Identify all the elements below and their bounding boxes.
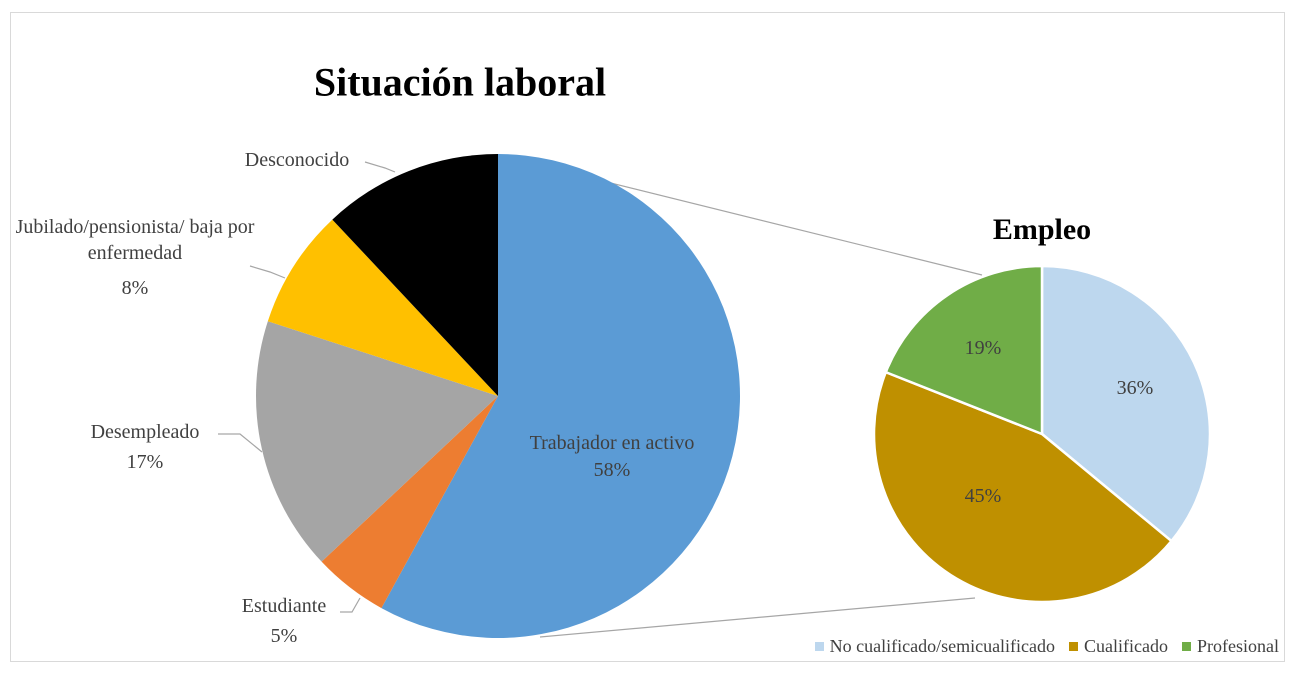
value-label: 8% [121, 277, 149, 299]
slice-label: Jubilado/pensionista/ baja por enfermeda… [15, 216, 255, 264]
pie-slice [381, 154, 740, 638]
legend-swatch [814, 642, 824, 651]
slice-label: Estudiante [241, 595, 327, 617]
pie-slice [872, 370, 1174, 604]
pie-slice [256, 321, 498, 562]
legend-item: Cualificado [1069, 636, 1168, 657]
slice-label: Desempleado [90, 421, 200, 443]
pie-slice [267, 219, 498, 396]
chart-frame [10, 12, 1285, 662]
connector [539, 597, 976, 638]
pie-slice [884, 264, 1044, 436]
chart-title: Empleo [992, 213, 1092, 246]
leader-line [249, 265, 286, 279]
slice-label: Trabajador en activo [529, 432, 695, 454]
value-label: 36% [1116, 377, 1154, 399]
pie-slice [332, 154, 498, 396]
legend-label: Cualificado [1084, 636, 1169, 656]
slice-label: Desconocido [244, 149, 350, 171]
leader-line [218, 433, 263, 453]
legend: No cualificado/semicualificado Cualificad… [814, 636, 1279, 657]
legend-swatch [1069, 642, 1079, 651]
value-label: 5% [270, 625, 298, 647]
pie-slice [321, 396, 498, 609]
value-label: 58% [593, 459, 631, 481]
legend-label: Profesional [1197, 636, 1279, 656]
value-label: 19% [964, 337, 1002, 359]
legend-label: No cualificado/semicualificado [829, 636, 1056, 656]
value-label: 45% [964, 485, 1002, 507]
chart-title: Situación laboral [313, 59, 607, 105]
leader-line [364, 161, 396, 173]
legend-swatch [1182, 642, 1192, 651]
legend-item: No cualificado/semicualificado [814, 636, 1056, 657]
value-label: 17% [126, 451, 164, 473]
pie-slice [1040, 264, 1212, 543]
legend-item: Profesional [1182, 636, 1279, 657]
leader-line [340, 597, 361, 613]
